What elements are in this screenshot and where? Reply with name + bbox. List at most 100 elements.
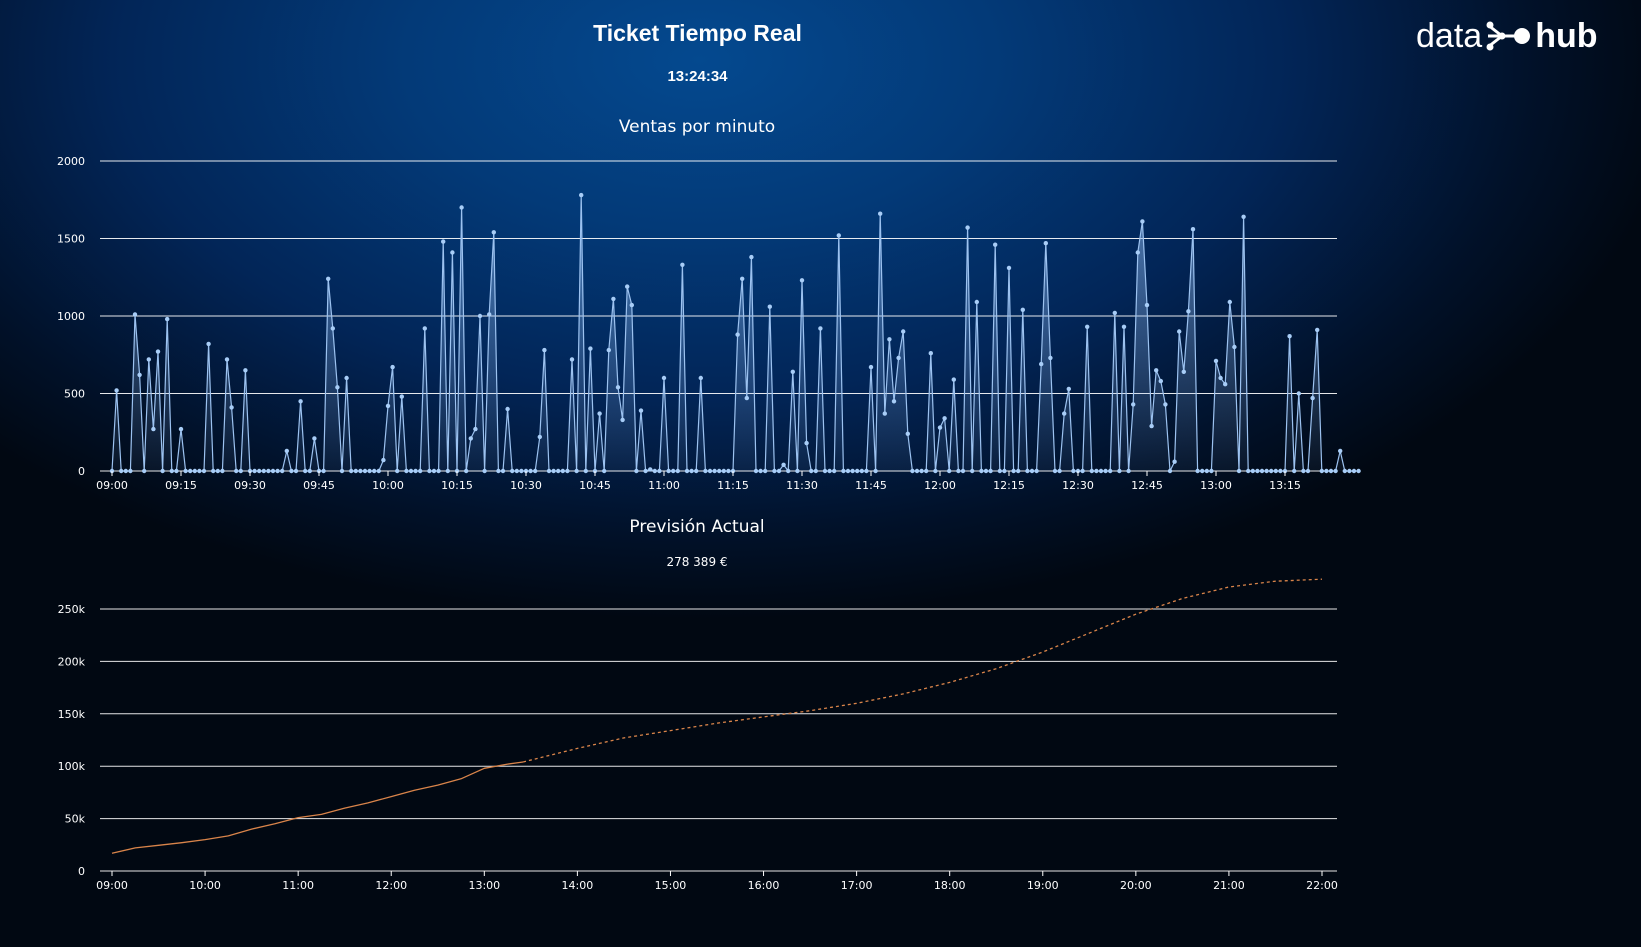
sales-data-point	[1292, 468, 1297, 474]
sales-data-point	[1016, 468, 1021, 474]
sales-data-point	[151, 426, 156, 432]
sales-data-point	[689, 468, 694, 474]
sales-data-point	[1200, 468, 1205, 474]
sales-data-point	[293, 468, 299, 474]
sales-data-point	[533, 468, 538, 474]
sales-data-point	[1296, 391, 1302, 396]
sales-data-point	[1301, 468, 1306, 474]
forecast-total-value: 278 389 €	[666, 555, 727, 569]
sales-data-point	[1149, 423, 1154, 429]
sales-data-point	[753, 468, 759, 474]
datahub-logo: data hub	[1416, 14, 1621, 58]
sales-data-point	[983, 468, 989, 474]
forecast-y-tick-label: 200k	[58, 655, 86, 668]
sales-data-point	[252, 468, 257, 474]
sales-data-point	[919, 468, 924, 474]
sales-data-point	[174, 468, 179, 474]
sales-data-point	[910, 468, 915, 474]
sales-data-point	[979, 468, 984, 474]
sales-y-tick-label: 500	[64, 388, 85, 401]
sales-data-point	[629, 302, 634, 308]
sales-data-point	[519, 468, 524, 474]
sales-data-point	[1154, 368, 1159, 373]
sales-data-point	[1085, 324, 1090, 329]
sales-x-tick-label: 09:30	[234, 479, 266, 492]
sales-data-point	[349, 468, 354, 474]
sales-data-point	[1232, 344, 1237, 350]
forecast-y-tick-label: 150k	[58, 708, 86, 721]
sales-data-point	[965, 225, 970, 230]
sales-y-tick-label: 0	[78, 465, 85, 478]
sales-data-point	[546, 468, 552, 474]
sales-y-tick-label: 1000	[57, 310, 85, 323]
logo-word-hub: hub	[1535, 17, 1598, 55]
sales-per-minute-chart: Ventas por minuto 0 500 1000 1500 2000 09:00…	[57, 117, 1361, 492]
sales-data-point	[643, 468, 648, 474]
sales-data-point	[220, 468, 225, 474]
sales-data-point	[799, 278, 805, 283]
sales-data-point	[565, 468, 570, 474]
sales-data-point	[197, 468, 202, 474]
sales-data-point	[390, 364, 395, 370]
sales-data-point	[1315, 327, 1320, 333]
hub-nodes-icon	[1486, 21, 1531, 51]
sales-data-point	[1043, 241, 1049, 246]
sales-data-point	[790, 369, 795, 374]
sales-data-point	[395, 468, 400, 474]
sales-data-point	[1121, 324, 1127, 329]
sales-data-point	[284, 448, 289, 454]
sales-data-point	[703, 468, 708, 474]
sales-data-point	[1135, 250, 1141, 255]
sales-data-point	[399, 394, 404, 399]
sales-data-point	[238, 468, 243, 474]
sales-data-point	[224, 357, 230, 362]
sales-data-point	[588, 346, 593, 351]
sales-data-point	[1195, 468, 1200, 474]
sales-data-point	[666, 468, 671, 474]
sales-data-point	[1287, 334, 1292, 339]
sales-data-point	[956, 468, 961, 474]
sales-data-point	[1039, 361, 1044, 367]
sales-data-point	[1190, 227, 1196, 232]
sales-data-point	[312, 436, 317, 441]
sales-data-point	[776, 468, 782, 474]
sales-data-point	[468, 436, 473, 441]
sales-data-point	[487, 312, 492, 317]
sales-data-point	[1025, 468, 1030, 474]
sales-x-tick-label: 12:00	[924, 479, 956, 492]
sales-data-point	[620, 417, 625, 423]
sales-data-point	[993, 242, 998, 247]
sales-data-point	[638, 408, 644, 413]
sales-data-point	[473, 426, 478, 432]
sales-data-point	[937, 425, 943, 430]
sales-data-point	[459, 205, 464, 210]
forecast-chart: Previsión Actual 278 389 € 0 50k 100k 150k 2…	[58, 517, 1338, 892]
sales-x-tick-label: 12:30	[1062, 479, 1094, 492]
sales-data-point	[933, 468, 938, 474]
sales-data-point	[583, 468, 588, 474]
sales-data-point	[1255, 468, 1260, 474]
sales-data-point	[128, 468, 133, 474]
sales-data-point	[1066, 386, 1072, 392]
sales-data-point	[560, 468, 565, 474]
sales-data-point	[795, 468, 800, 474]
sales-data-point	[942, 416, 947, 421]
sales-data-point	[845, 468, 851, 474]
sales-data-point	[436, 468, 441, 474]
sales-data-point	[707, 468, 713, 474]
sales-data-point	[749, 254, 754, 260]
sales-data-point	[786, 468, 791, 474]
sales-data-point	[155, 349, 161, 354]
sales-data-point	[385, 403, 391, 409]
page-title: Ticket Tiempo Real	[593, 20, 802, 46]
sales-data-point	[1351, 468, 1357, 474]
sales-data-point	[625, 284, 630, 289]
sales-data-point	[832, 468, 837, 474]
sales-data-point	[822, 468, 828, 474]
sales-data-point	[1098, 468, 1104, 474]
sales-data-point	[726, 468, 731, 474]
sales-data-point	[675, 468, 680, 474]
sales-data-point	[997, 468, 1002, 474]
sales-data-point	[408, 468, 414, 474]
sales-data-point	[1246, 468, 1251, 474]
